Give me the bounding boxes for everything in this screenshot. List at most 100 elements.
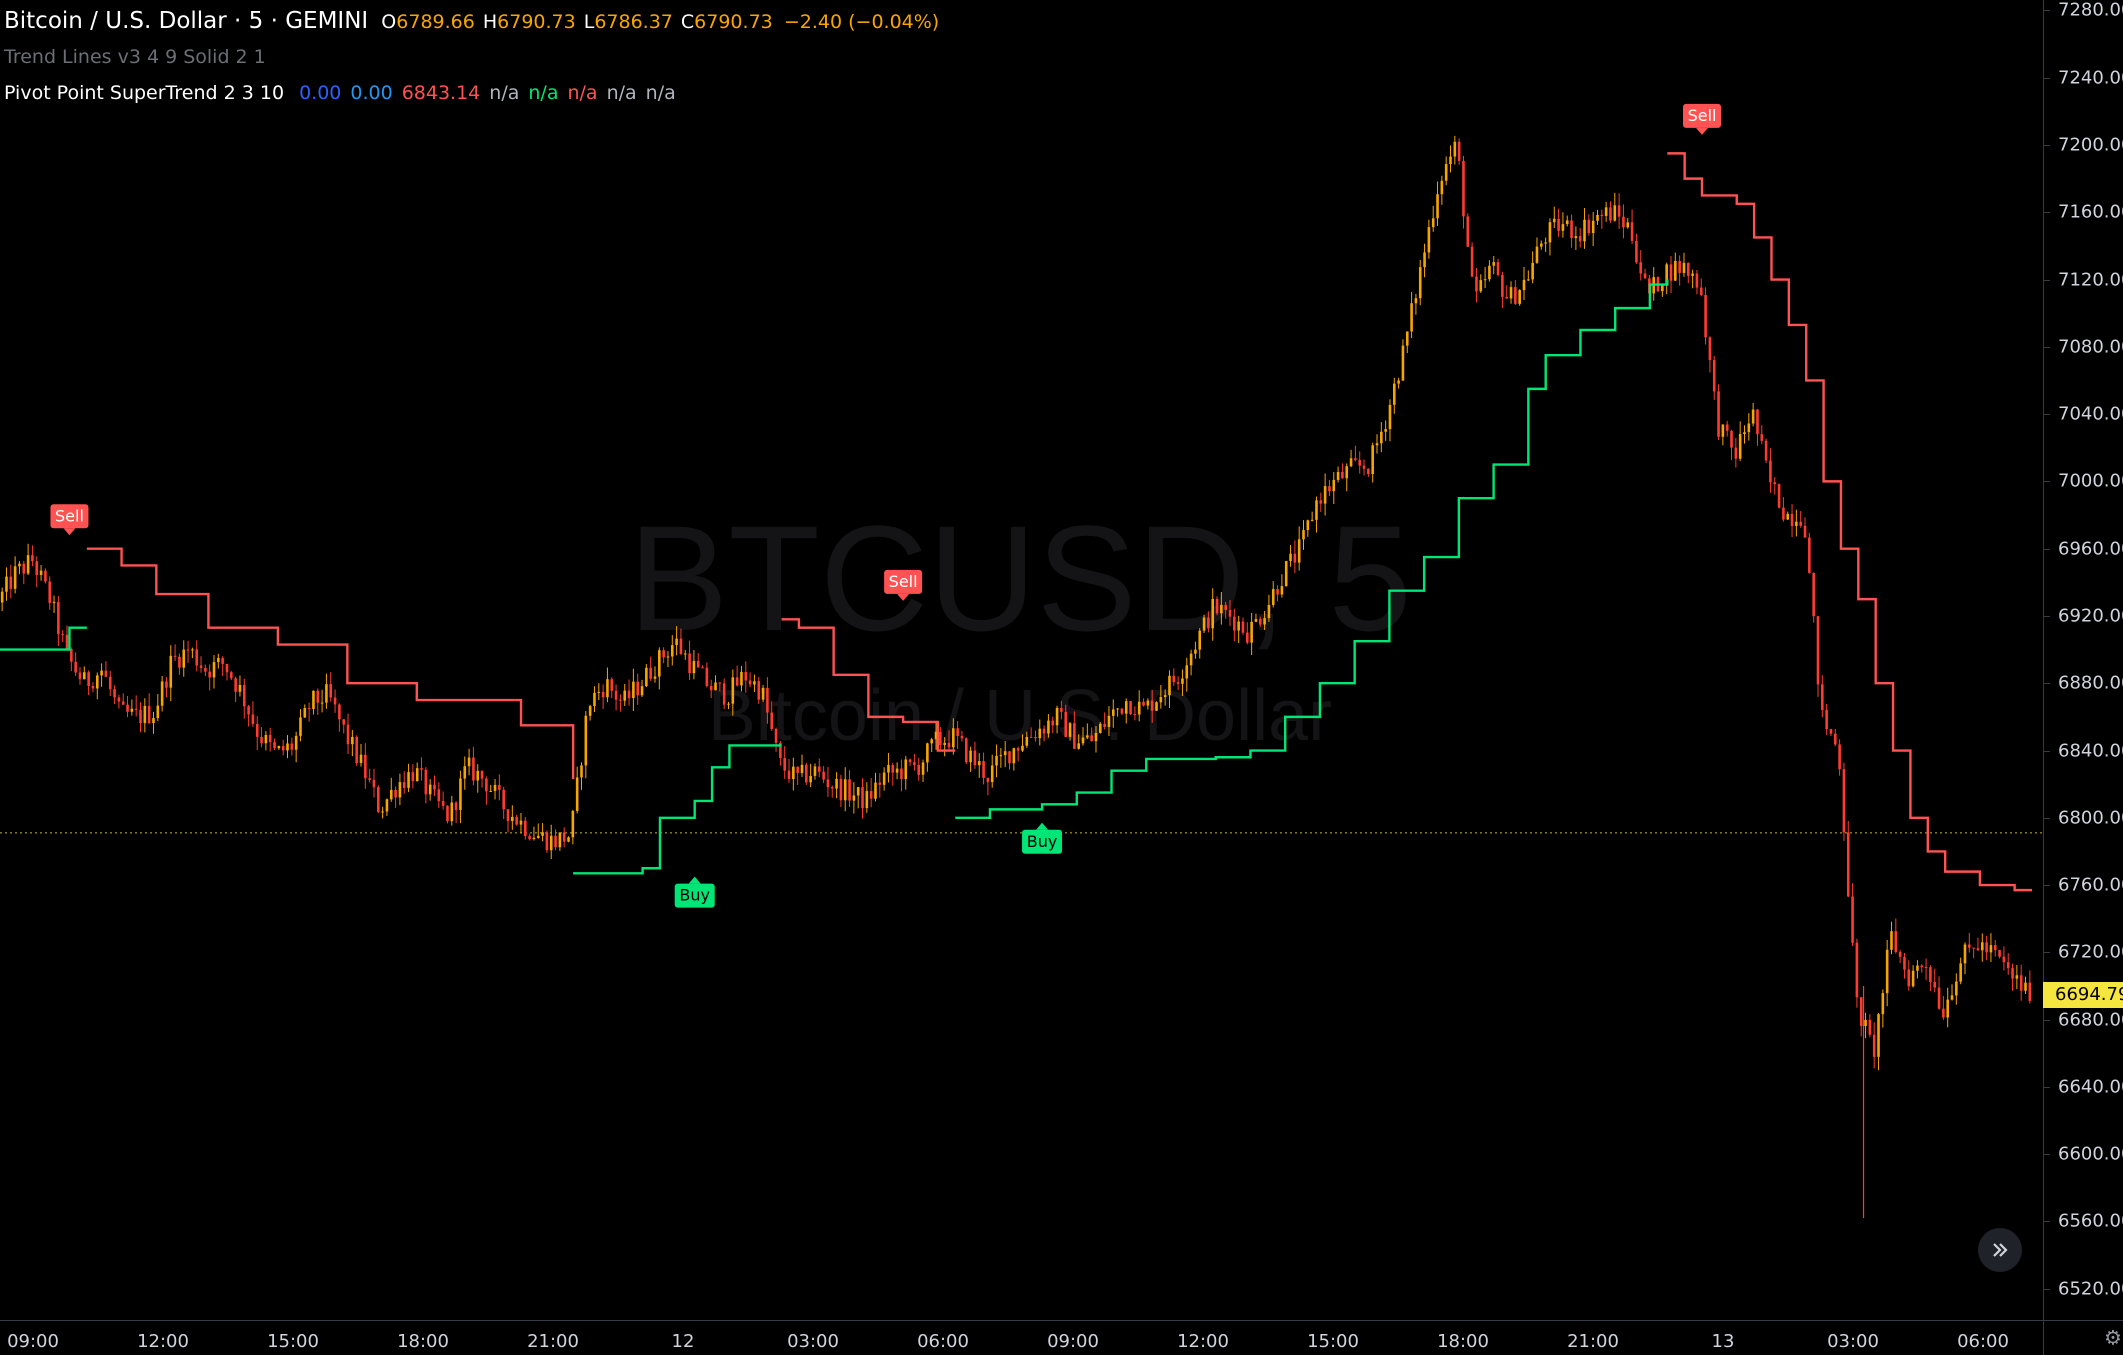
candle <box>541 823 544 842</box>
candle <box>1081 727 1085 746</box>
candle <box>964 737 968 765</box>
time-axis[interactable]: 09:00 12:00 15:00 18:00 21:00 12 03:00 06:00 09:… <box>0 1320 2043 1355</box>
price-tick-label: 6680.00 <box>2058 1009 2123 1031</box>
candle <box>1094 726 1098 753</box>
indicator-name[interactable]: Trend Lines v3 4 9 Solid 2 1 <box>4 46 266 68</box>
candle <box>225 663 229 681</box>
candle <box>1699 278 1703 297</box>
ohlc-c-label: C <box>680 11 695 33</box>
candle <box>208 664 211 691</box>
price-tick-label: 7040.00 <box>2058 403 2123 425</box>
candle <box>1816 615 1820 697</box>
time-tick-label: 03:00 <box>1827 1331 1879 1352</box>
price-chart[interactable]: BTCUSD, 5 Bitcoin / U.S. Dollar SellSell… <box>0 0 2043 1320</box>
candle <box>1501 271 1504 309</box>
candle <box>290 737 294 756</box>
candles <box>0 135 2032 1219</box>
candle <box>1855 938 1859 1008</box>
candle <box>199 656 203 673</box>
candle <box>1228 599 1232 626</box>
symbol-legend[interactable]: Bitcoin / U.S. Dollar · 5 · GEMINI O6789… <box>4 8 939 34</box>
candle <box>1968 932 1971 953</box>
candle <box>333 689 337 713</box>
candle <box>377 785 380 814</box>
candle <box>982 752 985 785</box>
candle <box>1972 947 1975 959</box>
candle <box>532 826 536 841</box>
candle <box>809 763 812 788</box>
candle <box>9 564 13 599</box>
indicator-supertrend[interactable]: Pivot Point SuperTrend 2 3 10 0.00 0.00 68… <box>4 82 676 104</box>
candle <box>1016 746 1020 762</box>
candle <box>1548 218 1552 256</box>
time-tick-label: 18:00 <box>397 1331 449 1352</box>
candle <box>1323 473 1327 516</box>
candle <box>1799 511 1802 528</box>
candle <box>1868 1014 1872 1038</box>
candle <box>1920 964 1924 973</box>
candle <box>1669 256 1673 294</box>
candle <box>1842 762 1846 841</box>
candle <box>990 754 994 788</box>
candle <box>856 786 860 809</box>
ohlc-l-value: 6786.37 <box>594 11 673 33</box>
candle <box>1189 649 1193 676</box>
candle <box>1743 425 1746 444</box>
candle <box>683 649 687 660</box>
candle <box>450 795 454 826</box>
time-tick-label: 21:00 <box>527 1331 579 1352</box>
candle <box>307 702 311 722</box>
candle <box>1859 996 1863 1037</box>
indicator-value: n/a <box>645 82 676 104</box>
candle <box>65 625 69 651</box>
indicator-trend-lines[interactable]: Trend Lines v3 4 9 Solid 2 1 <box>4 46 266 68</box>
candle <box>895 762 899 780</box>
indicator-value: n/a <box>528 82 559 104</box>
price-tick-mark <box>2044 1019 2050 1021</box>
candle <box>1436 181 1439 226</box>
candle <box>623 684 627 706</box>
candle <box>1725 420 1729 437</box>
candle <box>57 596 60 646</box>
candle <box>562 827 566 848</box>
candle <box>1263 610 1266 630</box>
price-tick-label: 6520.00 <box>2058 1278 2123 1300</box>
candle <box>1172 668 1176 686</box>
candle <box>1539 240 1543 250</box>
candle <box>653 666 657 683</box>
candle <box>882 767 886 791</box>
candle <box>463 756 467 790</box>
candle <box>1808 532 1811 574</box>
candle <box>1008 751 1011 770</box>
scroll-to-realtime-button[interactable] <box>1978 1228 2022 1272</box>
candle <box>1185 657 1189 692</box>
candle <box>18 561 21 575</box>
candle <box>415 762 419 782</box>
candle <box>813 763 817 780</box>
price-tick-mark <box>2044 750 2050 752</box>
candle <box>632 668 635 712</box>
candle <box>299 709 302 742</box>
candle <box>1838 739 1841 776</box>
price-tick-label: 6960.00 <box>2058 538 2123 560</box>
candle <box>117 694 121 709</box>
time-tick-label: 13 <box>1711 1331 1735 1352</box>
candle <box>913 754 916 771</box>
indicator-name[interactable]: Pivot Point SuperTrend 2 3 10 <box>4 82 285 104</box>
chart-pane[interactable]: BTCUSD, 5 Bitcoin / U.S. Dollar Sell Sell… <box>0 0 2043 1320</box>
indicator-value: 0.00 <box>350 82 393 104</box>
supertrend-up-line <box>955 279 1669 819</box>
candle <box>1846 821 1850 898</box>
candle <box>943 737 946 757</box>
price-axis[interactable]: 7280.00 7240.00 7200.00 7160.00 7120.00 7080.… <box>2043 0 2123 1320</box>
candle <box>1116 708 1119 717</box>
symbol-title[interactable]: Bitcoin / U.S. Dollar · 5 · GEMINI <box>4 8 369 34</box>
settings-gear-icon[interactable]: ⚙ <box>2104 1327 2122 1350</box>
candle <box>1202 614 1206 634</box>
candle <box>346 713 350 755</box>
candle <box>887 752 890 783</box>
candle <box>1276 585 1279 602</box>
candle <box>1207 611 1210 633</box>
candle <box>160 675 164 712</box>
candle <box>588 704 592 721</box>
